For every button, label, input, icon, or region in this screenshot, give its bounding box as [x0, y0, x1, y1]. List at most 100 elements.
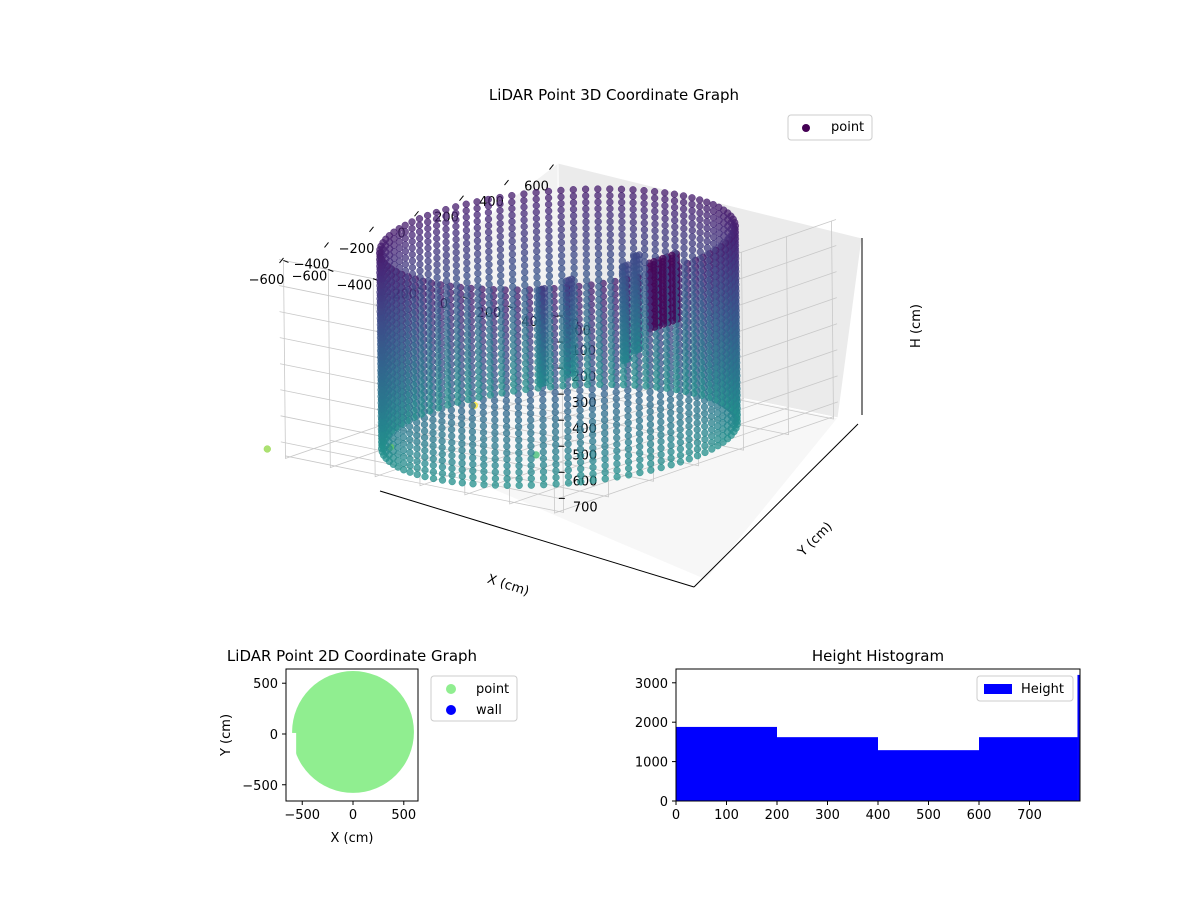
point-3d	[509, 322, 517, 330]
point-3d	[629, 218, 637, 227]
point-3d	[377, 347, 385, 355]
point-3d	[491, 448, 499, 457]
point-3d	[558, 291, 566, 299]
point-3d	[496, 219, 504, 228]
point-3d	[551, 402, 559, 410]
y-tick-3d	[328, 269, 334, 272]
point-3d	[607, 335, 615, 343]
point-3d	[558, 310, 566, 318]
point-3d	[652, 344, 660, 352]
point-3d	[486, 391, 494, 399]
point-3d	[480, 481, 488, 489]
point-3d	[663, 384, 671, 392]
point-3d	[671, 229, 679, 237]
point-3d	[421, 460, 429, 468]
point-3d	[508, 218, 516, 226]
point-3d	[576, 426, 584, 434]
point-3d	[491, 416, 499, 424]
point-3d	[263, 445, 271, 453]
point-3d	[607, 309, 615, 317]
point-3d	[583, 348, 591, 356]
point-3d	[703, 205, 711, 213]
point-3d	[640, 232, 649, 240]
point-3d	[443, 362, 452, 370]
point-3d	[613, 466, 621, 475]
point-3d	[534, 364, 542, 373]
point-3d	[569, 212, 578, 220]
point-3d	[429, 455, 437, 463]
point-3d	[629, 225, 638, 233]
point-3d	[508, 231, 516, 239]
point-3d	[474, 348, 483, 356]
point-3d	[520, 236, 528, 244]
point-3d	[551, 389, 559, 397]
point-3d	[557, 186, 565, 195]
point-3d	[420, 420, 429, 429]
point-3d	[651, 214, 659, 222]
chart-2d-title: LiDAR Point 2D Coordinate Graph	[227, 647, 477, 665]
point-3d	[491, 409, 499, 418]
point-3d	[521, 327, 529, 335]
point-3d	[508, 205, 516, 213]
point-3d	[624, 412, 632, 420]
legend-2d-wall-label: wall	[476, 703, 502, 718]
point-3d	[480, 474, 488, 482]
point-3d	[533, 241, 541, 249]
point-3d	[452, 281, 461, 289]
point-3d	[497, 343, 506, 351]
point-3d	[618, 237, 626, 246]
point-3d	[624, 419, 632, 427]
point-cloud-2d	[292, 671, 414, 793]
point-3d	[416, 241, 424, 249]
point-3d	[569, 192, 578, 200]
point-3d	[408, 218, 416, 226]
point-3d	[475, 387, 483, 395]
point-3d	[468, 421, 477, 429]
point-3d	[713, 416, 722, 424]
point-3d	[498, 369, 506, 377]
point-3d	[582, 192, 590, 200]
point-3d	[453, 366, 462, 374]
legend-3d-label: point	[831, 120, 864, 135]
point-3d	[454, 385, 462, 393]
point-3d	[515, 449, 523, 457]
point-3d	[485, 306, 494, 314]
point-3d	[559, 362, 567, 370]
point-3d	[498, 376, 506, 384]
point-3d	[497, 350, 506, 358]
point-3d	[485, 280, 493, 288]
point-3d	[464, 383, 472, 391]
point-3d	[463, 317, 471, 326]
point-3d	[486, 339, 494, 347]
point-3d	[521, 333, 529, 341]
point-3d	[508, 192, 516, 200]
point-3d	[453, 359, 461, 367]
x-tick-3d	[279, 257, 284, 264]
point-3d	[406, 462, 414, 470]
point-3d	[448, 432, 456, 440]
point-3d	[558, 356, 567, 364]
point-3d	[448, 465, 456, 473]
point-3d	[452, 255, 460, 263]
point-3d	[570, 251, 578, 259]
point-3d	[401, 221, 409, 229]
point-3d	[576, 387, 584, 395]
point-3d	[713, 409, 722, 417]
point-3d	[688, 220, 696, 228]
point-3d	[701, 429, 709, 437]
point-3d	[629, 212, 637, 220]
point-3d	[640, 219, 648, 227]
point-3d	[463, 311, 471, 319]
point-3d	[618, 270, 627, 278]
point-3d	[676, 458, 685, 466]
point-3d	[629, 231, 638, 240]
point-3d	[558, 284, 566, 292]
point-3d	[452, 229, 460, 237]
point-3d	[515, 462, 523, 470]
histogram-title: Height Histogram	[812, 647, 944, 665]
y-axis-label-3d: Y (cm)	[795, 519, 836, 560]
point-3d	[377, 431, 386, 440]
point-3d	[415, 221, 424, 229]
point-3d	[463, 337, 472, 345]
point-3d	[606, 192, 614, 200]
